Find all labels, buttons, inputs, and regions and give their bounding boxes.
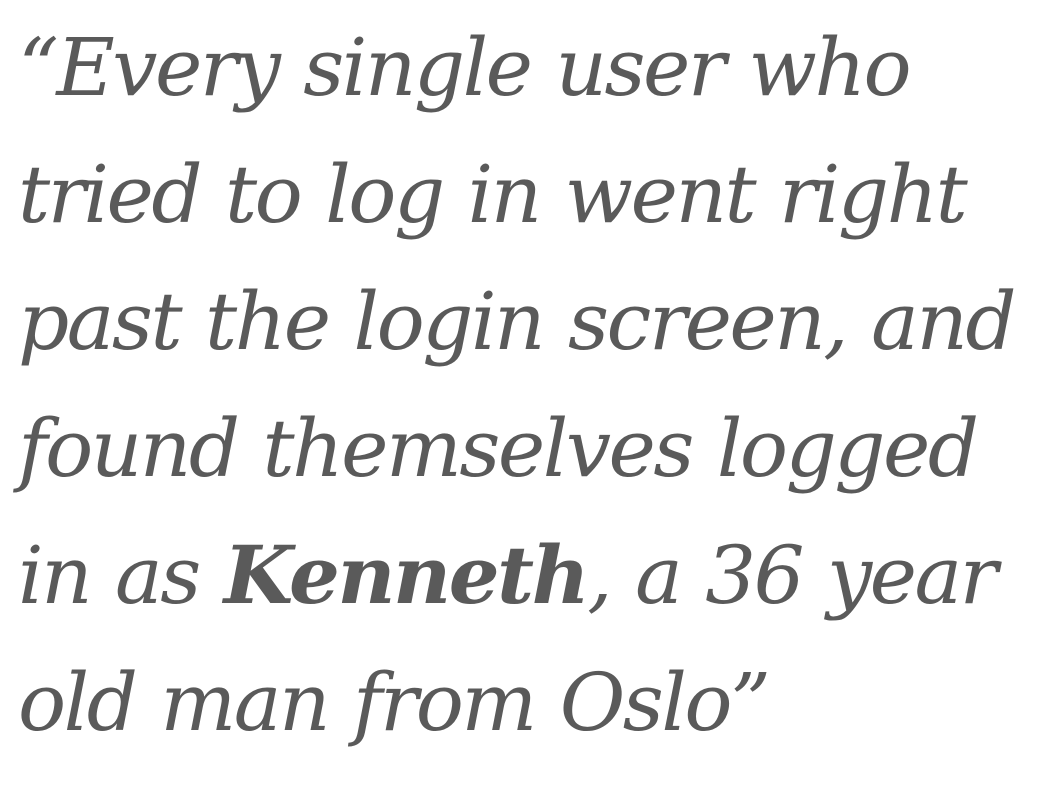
quote-line-2: tried to log in went right [18,148,968,241]
close-quote-mark: ” [730,656,771,749]
quote-text-6: old man from Oslo [18,656,733,749]
quote-line-1: “Every single user who [18,4,1058,131]
quote-line-5: in as Kenneth, a 36 year [18,512,1058,639]
quote-line-4: found themselves logged [18,402,979,495]
quote-line-3: past the login screen, and [18,275,1017,368]
emphasized-name: Kenneth [223,528,590,622]
quote-text-5: in as [18,529,224,622]
quote-text-5b: , a 36 year [587,529,998,622]
open-quote-mark: “ [18,21,59,114]
pull-quote: “Every single user who tried to log in w… [18,4,1058,766]
quote-line-6: old man from Oslo” [18,639,1058,766]
quote-text-1: Every single user who [56,21,911,114]
